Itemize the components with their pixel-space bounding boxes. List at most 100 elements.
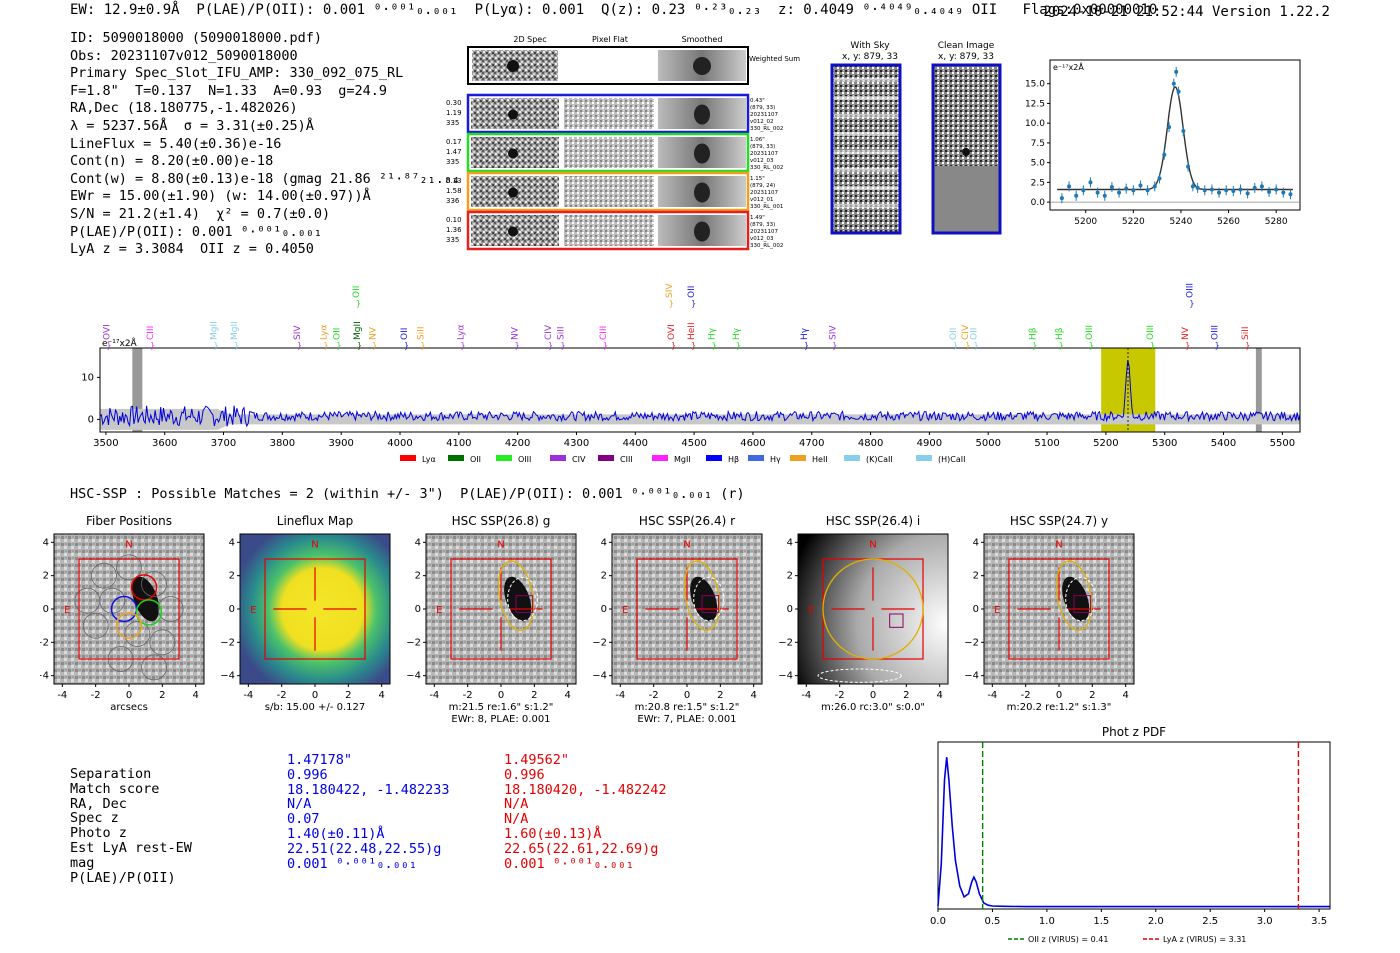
info-line: Obs: 20231107v012_5090018000 [70, 47, 298, 64]
fullspec-xtick-label: 3500 [93, 438, 118, 449]
spec-row-stat: 0.13 [446, 177, 462, 185]
pdf-xtick-label: 0.0 [930, 916, 946, 927]
info-line: Primary Spec_Slot_IFU_AMP: 330_092_075_R… [70, 65, 404, 82]
fit-ytick-label: 10.0 [1025, 119, 1045, 129]
emission-line-label: OVI [667, 324, 677, 340]
emission-line-bracket: } [297, 341, 302, 350]
emission-line-bracket: } [234, 341, 239, 350]
emission-line-bracket: } [106, 341, 111, 350]
cutout-caption: m:20.8 re:1.5" s:1.2" [635, 702, 740, 713]
pdf-curve [937, 757, 1330, 908]
cutout-ytick-label: 4 [787, 537, 793, 548]
emission-line-bracket: } [372, 341, 377, 350]
error-band [100, 408, 1300, 430]
aperture-box [78, 558, 180, 660]
cutout-ytick-label: 0 [229, 604, 235, 615]
aperture-box [1008, 558, 1110, 660]
cutout-ytick-label: 4 [43, 537, 49, 548]
label-specz: Spec z [70, 810, 119, 827]
weighted-sum-blob [507, 60, 519, 72]
emission-line-bracket: } [973, 341, 978, 350]
spec-row-stat: 1.47 [446, 148, 462, 156]
spec-row-meta: (879, 33) [750, 222, 775, 228]
cutout-xtick-label: -4 [243, 690, 253, 701]
spec-row-stat: 335 [446, 119, 459, 127]
fit-data-point [1209, 187, 1214, 192]
cutout-ytick-label: 0 [973, 604, 979, 615]
detection-info: ID: 5090018000 (5090018000.pdf) Obs: 202… [70, 30, 485, 259]
emission-line-label: CIV [544, 324, 554, 340]
info-line: ID: 5090018000 (5090018000.pdf) [70, 30, 322, 46]
fit-data-point [1238, 187, 1243, 192]
legend-label: HeII [812, 455, 828, 464]
emission-line-label: NV [368, 326, 378, 340]
cutout-ytick-label: 4 [973, 537, 979, 548]
fit-data-point [1281, 190, 1286, 195]
spec-row-blob [508, 148, 518, 159]
cutout-ytick-label: 2 [415, 571, 421, 582]
fiber-red [130, 574, 158, 601]
cutout-xtick-label: 4 [564, 690, 570, 701]
info-line: P(LAE)/P(OII): 0.001 ⁰·⁰⁰¹₀.₀₀₁ [70, 223, 322, 240]
label-radec: RA, Dec [70, 795, 127, 812]
emission-line-label: NV [511, 326, 521, 340]
cutout-ytick-label: 0 [787, 604, 793, 615]
cutout-xtick-label: 4 [750, 690, 756, 701]
cutout-xtick-label: -4 [429, 690, 439, 701]
fit-xtick-label: 5220 [1122, 217, 1145, 227]
emission-line-bracket: } [1032, 341, 1037, 350]
cutout-caption: s/b: 15.00 +/- 0.127 [265, 702, 365, 713]
fullspec-xtick-label: 5400 [1211, 438, 1236, 449]
fullspec-xtick-label: 3800 [270, 438, 295, 449]
fit-data-point [1181, 129, 1186, 134]
emission-line-bracket: } [691, 299, 696, 308]
compass-east: E [250, 605, 256, 616]
cutout-ytick-label: 4 [229, 537, 235, 548]
fullspec-xtick-label: 4000 [387, 438, 412, 449]
spec-row-meta: (879, 33) [750, 144, 775, 150]
cutout-xtick-label: 4 [1122, 690, 1128, 701]
timestamp-version: 2024-10-21 21:52:44 Version 1.22.2 [1043, 4, 1330, 20]
emission-line-label: OII [400, 328, 410, 340]
spec-row-stat: 0.17 [446, 138, 462, 146]
spec-row-smoothed-blob [694, 143, 710, 164]
emission-line-bracket: } [691, 341, 696, 350]
emission-line-bracket: } [461, 341, 466, 350]
pdf-frame [937, 741, 1331, 910]
spectrum-line [99, 359, 1301, 428]
cutout-image [239, 533, 391, 685]
m1-radec: 18.180422, -1.482233 [287, 781, 450, 798]
cutout-group: Fiber Positions N E -4 -2 0 2 4 4 2 0 −2 −4 arcsecs Li… [40, 514, 1135, 723]
emission-line-bracket: } [712, 341, 717, 350]
cutout-xtick-label: -2 [277, 690, 287, 701]
emission-line-label: SiII [557, 326, 567, 340]
emission-line-bracket: } [1150, 341, 1155, 350]
emission-line-bracket: } [669, 299, 674, 308]
pdf-xtick-label: 1.5 [1093, 916, 1109, 927]
label-match-score: Match score [70, 780, 160, 797]
emission-line-label: OVI [102, 324, 112, 340]
spec-row-flat [564, 137, 654, 168]
version: Version 1.22.2 [1211, 4, 1330, 20]
m1-photoz: 0.07 [287, 811, 320, 828]
cutout-image [425, 533, 577, 685]
fit-data-point [1267, 189, 1272, 194]
emission-line-bracket: } [404, 341, 409, 350]
spec-row-blob [508, 226, 518, 237]
info-line: S/N = 21.2(±1.4) χ² = 0.7(±0.0) [70, 205, 331, 222]
fullspec-xtick-label: 4900 [917, 438, 942, 449]
fullspec-xtick-label: 4700 [799, 438, 824, 449]
spectra-stamps-panel: 2D Spec Pixel Flat Smoothed Weighted Sum… [446, 35, 1002, 251]
fit-model-curve [1057, 85, 1293, 191]
source-blob [1062, 576, 1090, 622]
hsc-matches-header: HSC-SSP : Possible Matches = 2 (within +… [70, 486, 745, 502]
emission-line-label: MgII [230, 321, 240, 340]
fullspec-xtick-label: 5000 [976, 438, 1001, 449]
legend-label: CIV [572, 455, 586, 464]
cutout-title: HSC SSP(24.7) y [1010, 514, 1108, 528]
cutout-xtick-label: 0 [1056, 690, 1062, 701]
sky-stripes [834, 78, 898, 208]
legend-label: CIII [620, 455, 633, 464]
timestamp: 2024-10-21 21:52:44 [1043, 4, 1204, 20]
m2-score: 0.996 [504, 766, 545, 783]
